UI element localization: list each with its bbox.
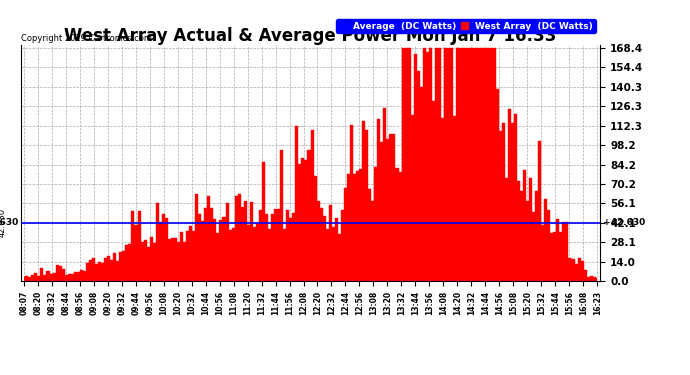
Text: 42.630: 42.630 [0,209,6,237]
Text: +42.630: +42.630 [0,218,18,227]
Text: Copyright 2019 Cartronics.com: Copyright 2019 Cartronics.com [21,34,152,43]
Legend: Average  (DC Watts), West Array  (DC Watts): Average (DC Watts), West Array (DC Watts… [336,19,595,33]
Text: +42.630: +42.630 [603,218,645,227]
Title: West Array Actual & Average Power Mon Jan 7 16:33: West Array Actual & Average Power Mon Ja… [64,27,557,45]
